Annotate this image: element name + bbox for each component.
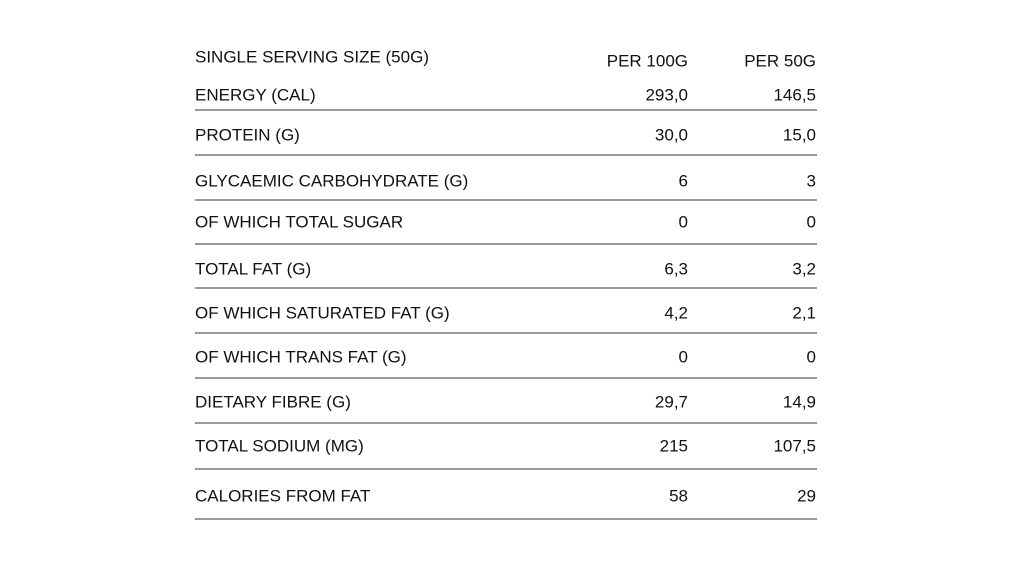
row-value: 4,2 — [664, 303, 688, 322]
row-label: GLYCAEMIC CARBOHYDRATE (G) — [195, 171, 468, 190]
header-cell: PER 50G — [744, 51, 816, 70]
header-cell: SINGLE SERVING SIZE (50G) — [195, 47, 429, 66]
row-label: TOTAL FAT (G) — [195, 259, 311, 278]
row-value: 6 — [679, 171, 688, 190]
row-value: 14,9 — [783, 392, 816, 411]
row-label: PROTEIN (G) — [195, 125, 300, 144]
row-value: 30,0 — [655, 125, 688, 144]
row-value: 146,5 — [773, 85, 816, 104]
header-cell: PER 100G — [607, 51, 688, 70]
row-value: 2,1 — [792, 303, 816, 322]
row-value: 58 — [669, 486, 688, 505]
row-label: OF WHICH TOTAL SUGAR — [195, 212, 403, 231]
row-label: OF WHICH TRANS FAT (G) — [195, 347, 407, 366]
row-label: CALORIES FROM FAT — [195, 486, 370, 505]
row-value: 293,0 — [645, 85, 688, 104]
row-value: 107,5 — [773, 436, 816, 455]
row-value: 0 — [807, 347, 816, 366]
row-value: 0 — [807, 212, 816, 231]
row-value: 29 — [797, 486, 816, 505]
row-value: 3,2 — [792, 259, 816, 278]
row-label: TOTAL SODIUM (MG) — [195, 436, 364, 455]
row-value: 0 — [679, 212, 688, 231]
row-value: 0 — [679, 347, 688, 366]
row-label: OF WHICH SATURATED FAT (G) — [195, 303, 450, 322]
row-label: ENERGY (CAL) — [195, 85, 316, 104]
row-value: 3 — [807, 171, 816, 190]
row-value: 15,0 — [783, 125, 816, 144]
row-value: 215 — [660, 436, 688, 455]
row-label: DIETARY FIBRE (G) — [195, 392, 351, 411]
row-value: 6,3 — [664, 259, 688, 278]
row-value: 29,7 — [655, 392, 688, 411]
